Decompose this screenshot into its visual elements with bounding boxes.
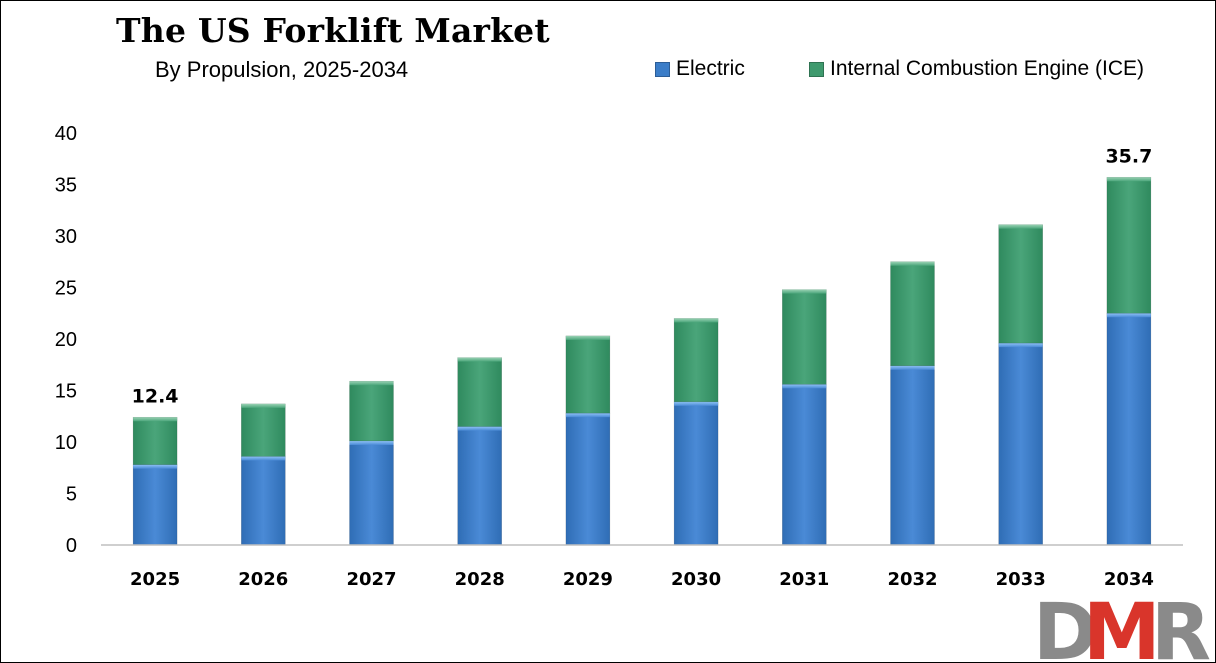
dmr-logo: D M R — [1033, 588, 1211, 662]
svg-text:M: M — [1083, 588, 1155, 662]
bar-electric-2027-highlight — [349, 440, 394, 445]
bar-electric-2028 — [457, 426, 503, 546]
y-tick-label: 35 — [55, 175, 77, 197]
legend-swatch-ice — [809, 61, 824, 77]
bar-electric-2030 — [673, 401, 719, 546]
bar-ice-2033-highlight — [998, 224, 1043, 229]
y-tick-label: 25 — [55, 278, 77, 300]
chart-subtitle: By Propulsion, 2025-2034 — [155, 57, 409, 82]
bar-ice-2031 — [781, 289, 827, 385]
x-tick-label-2033: 2033 — [996, 569, 1046, 590]
bar-electric-2031-highlight — [782, 384, 827, 389]
bar-ice-2030-highlight — [674, 318, 719, 323]
bar-electric-2033-highlight — [998, 343, 1043, 348]
bar-ice-2032-highlight — [890, 261, 935, 266]
x-tick-label-2029: 2029 — [563, 569, 613, 590]
y-tick-label: 15 — [55, 381, 77, 403]
bar-electric-2034 — [1106, 312, 1152, 546]
bar-electric-2031 — [781, 384, 827, 546]
y-tick-label: 20 — [55, 329, 77, 351]
bar-electric-2030-highlight — [674, 401, 719, 406]
x-tick-label-2026: 2026 — [238, 569, 288, 590]
svg-text:R: R — [1151, 588, 1211, 662]
legend-label-electric: Electric — [676, 57, 745, 80]
bar-electric-2034-highlight — [1106, 313, 1151, 318]
bar-ice-2027-highlight — [349, 381, 394, 386]
bar-ice-2034-highlight — [1106, 177, 1151, 182]
bar-electric-2026-highlight — [241, 456, 286, 461]
legend-item-ice: Internal Combustion Engine (ICE) — [809, 57, 1144, 81]
x-tick-label-2034: 2034 — [1104, 569, 1154, 590]
bar-ice-2034 — [1106, 176, 1152, 314]
bar-electric-2025 — [132, 464, 178, 546]
bar-ice-2029-highlight — [565, 335, 610, 340]
bar-ice-2028 — [457, 357, 503, 427]
bar-electric-2029-highlight — [565, 413, 610, 418]
bar-ice-2026-highlight — [241, 403, 286, 408]
data-label-2034: 35.7 — [1105, 145, 1152, 167]
bar-electric-2025-highlight — [133, 464, 178, 469]
bar-ice-2028-highlight — [457, 357, 502, 362]
x-tick-label-2031: 2031 — [779, 569, 829, 590]
y-tick-label: 30 — [55, 226, 77, 248]
x-tick-label-2030: 2030 — [671, 569, 721, 590]
bar-electric-2032 — [890, 365, 935, 546]
x-tick-label-2025: 2025 — [130, 569, 180, 590]
bar-ice-2033 — [998, 224, 1044, 344]
legend-swatch-electric — [655, 61, 670, 77]
bar-ice-2026 — [241, 403, 286, 457]
legend-item-electric: Electric — [655, 57, 745, 81]
y-tick-label: 5 — [66, 484, 77, 506]
bar-electric-2032-highlight — [890, 365, 935, 370]
data-label-2025: 12.4 — [132, 385, 179, 407]
x-tick-label-2032: 2032 — [887, 569, 937, 590]
svg-text:D: D — [1033, 588, 1094, 662]
bar-electric-2026 — [241, 456, 286, 546]
bar-electric-2027 — [349, 440, 394, 546]
bar-ice-2025-highlight — [133, 417, 178, 422]
bar-ice-2030 — [673, 318, 719, 403]
chart-title: The US Forklift Market — [116, 11, 550, 50]
bar-ice-2029 — [565, 335, 611, 414]
bar-ice-2031-highlight — [782, 289, 827, 294]
y-tick-label: 0 — [66, 535, 77, 557]
legend-label-ice: Internal Combustion Engine (ICE) — [830, 57, 1144, 80]
y-tick-label: 40 — [55, 123, 77, 145]
bar-ice-2025 — [132, 416, 178, 465]
bar-ice-2032 — [890, 261, 935, 367]
bar-electric-2029 — [565, 412, 611, 546]
x-tick-label-2027: 2027 — [346, 569, 396, 590]
bar-electric-2033 — [998, 342, 1044, 546]
bar-electric-2028-highlight — [457, 426, 502, 431]
y-tick-label: 10 — [55, 432, 77, 454]
bar-ice-2027 — [349, 380, 394, 442]
x-tick-label-2028: 2028 — [455, 569, 505, 590]
